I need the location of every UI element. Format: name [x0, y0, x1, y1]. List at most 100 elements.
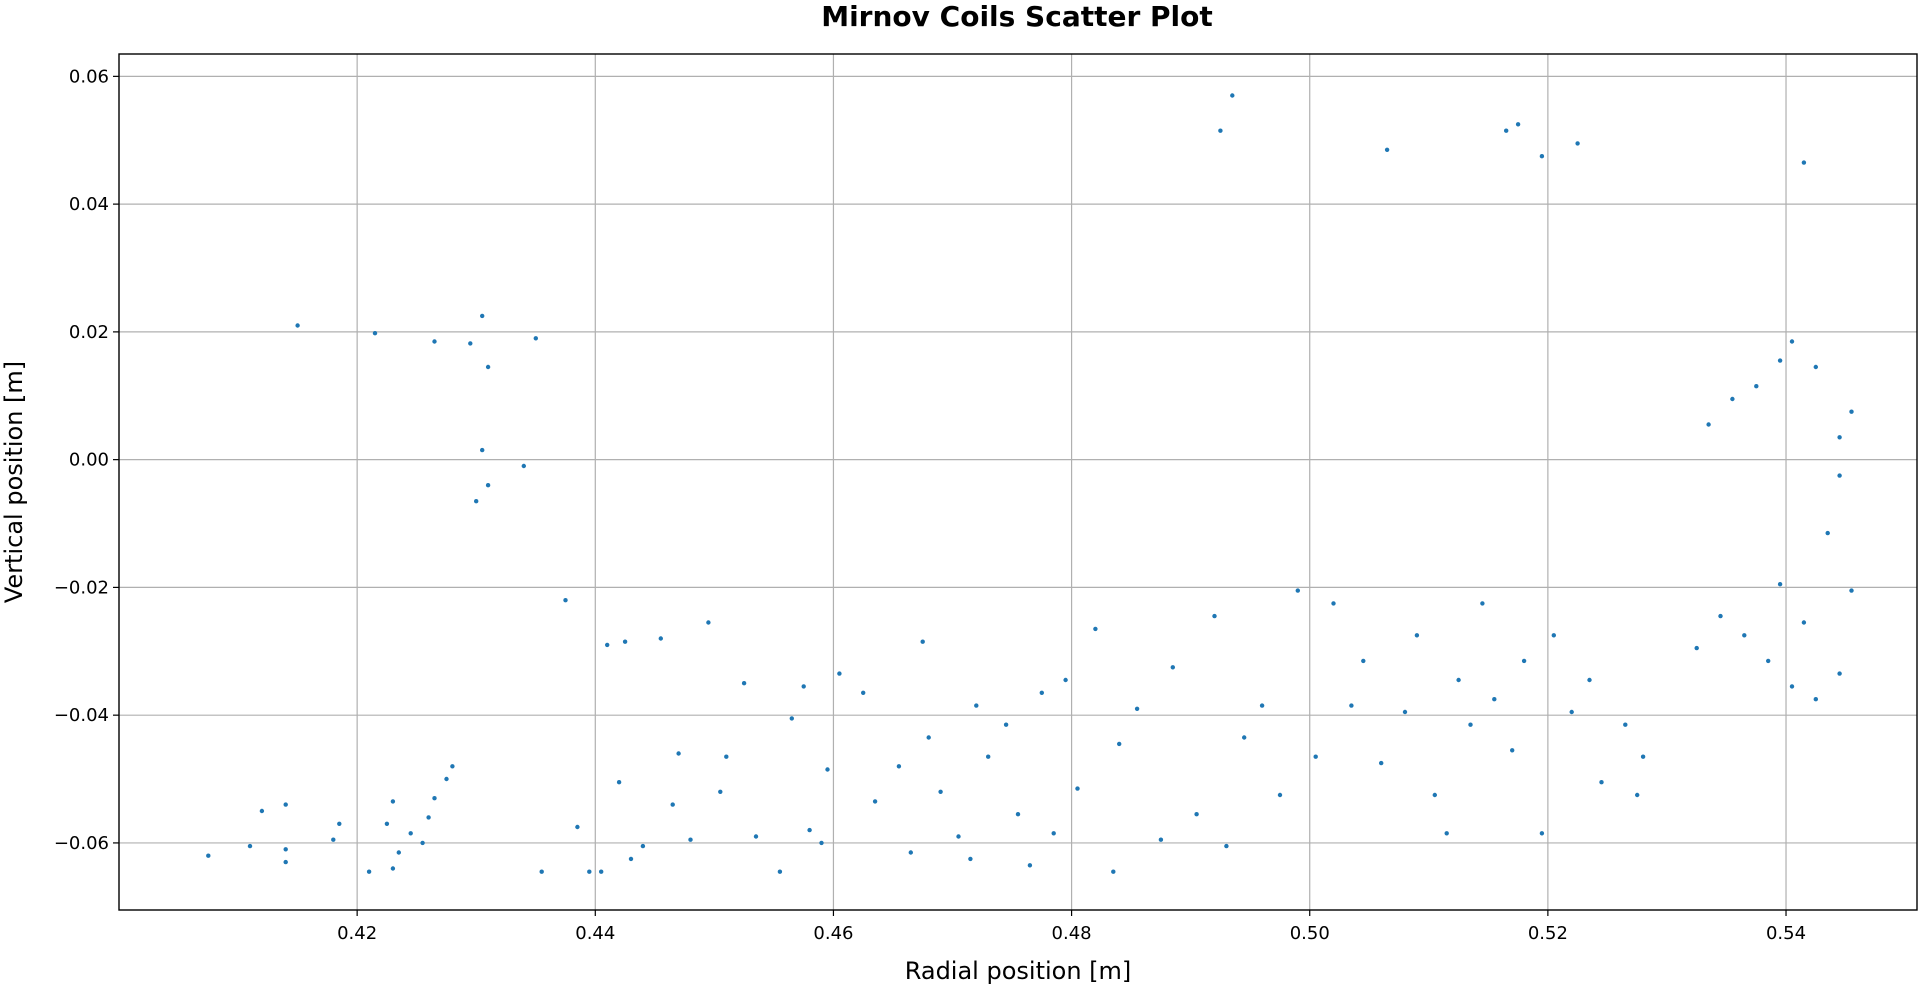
scatter-point — [283, 847, 288, 852]
x-axis-label: Radial position [m] — [905, 957, 1132, 985]
scatter-point — [1635, 792, 1640, 798]
scatter-point — [283, 859, 288, 865]
scatter-point — [1504, 128, 1509, 133]
scatter-point — [1742, 633, 1747, 638]
scatter-point — [1766, 658, 1771, 664]
scatter-point — [926, 735, 931, 740]
scatter-point — [1224, 843, 1229, 849]
grid — [119, 54, 1917, 910]
scatter-point — [819, 840, 824, 846]
scatter-point — [1402, 709, 1408, 715]
scatter-point — [1539, 831, 1545, 836]
x-tick-label: 0.48 — [1052, 923, 1092, 944]
scatter-point — [628, 856, 634, 862]
scatter-point — [825, 767, 830, 772]
scatter-point — [575, 824, 580, 830]
scatter-point — [1825, 530, 1830, 536]
scatter-point — [539, 869, 544, 874]
scatter-point — [807, 827, 812, 833]
x-tick-label: 0.50 — [1290, 923, 1330, 944]
scatter-point — [521, 463, 526, 469]
scatter-point — [1414, 633, 1420, 638]
y-tick-label: −0.06 — [54, 833, 109, 854]
scatter-point — [485, 364, 491, 370]
scatter-point — [420, 840, 425, 846]
data-points — [206, 93, 1854, 874]
scatter-point — [480, 313, 485, 319]
chart-title: Mirnov Coils Scatter Plot — [821, 0, 1213, 33]
scatter-point — [337, 821, 342, 826]
scatter-point — [295, 323, 300, 328]
scatter-point — [741, 681, 747, 686]
scatter-point — [1706, 422, 1711, 427]
scatter-point — [777, 869, 783, 874]
scatter-point — [1813, 364, 1819, 370]
scatter-point — [1075, 786, 1080, 791]
scatter-point — [1242, 735, 1247, 740]
scatter-point — [1259, 703, 1265, 708]
scatter-point — [1492, 697, 1497, 702]
scatter-point — [968, 856, 973, 862]
scatter-point — [1801, 160, 1807, 165]
scatter-point — [587, 869, 592, 874]
scatter-point — [616, 780, 622, 785]
scatter-point — [1730, 396, 1735, 402]
scatter-point — [1432, 792, 1438, 798]
scatter-point — [468, 341, 473, 346]
scatter-point — [861, 690, 866, 695]
scatter-point — [390, 799, 396, 804]
scatter-point — [658, 636, 663, 641]
scatter-point — [1349, 703, 1354, 708]
y-axis-label: Vertical position [m] — [0, 361, 28, 603]
axes: 0.42 0.44 0.46 0.48 0.50 0.52 0.54 −0.06 −0.04 −0… — [54, 66, 1806, 944]
scatter-point — [676, 751, 681, 756]
scatter-point — [366, 869, 372, 874]
x-tick-label: 0.44 — [575, 923, 615, 944]
scatter-point — [1551, 633, 1557, 638]
y-tick-label: 0.04 — [69, 194, 109, 215]
scatter-point — [1777, 358, 1783, 363]
y-tick-label: 0.00 — [69, 450, 109, 471]
scatter-point — [1158, 837, 1164, 842]
scatter-point — [1640, 754, 1646, 759]
scatter-point — [259, 808, 265, 814]
scatter-point — [640, 843, 646, 849]
scatter-point — [247, 843, 253, 849]
scatter-point — [1027, 863, 1033, 868]
scatter-point — [563, 598, 568, 603]
scatter-point — [480, 447, 485, 453]
scatter-point — [920, 639, 925, 644]
scatter-point — [599, 869, 604, 874]
scatter-point — [1789, 339, 1795, 344]
scatter-point — [1569, 709, 1574, 715]
scatter-point — [622, 639, 628, 644]
scatter-point — [1480, 601, 1485, 606]
scatter-point — [1277, 792, 1283, 798]
scatter-point — [872, 799, 878, 804]
scatter-point — [1813, 697, 1819, 702]
scatter-point — [1015, 812, 1021, 817]
scatter-point — [1837, 671, 1842, 676]
y-tick-label: 0.06 — [69, 66, 109, 87]
scatter-point — [1456, 677, 1461, 683]
scatter-point — [396, 850, 401, 855]
scatter-point — [1212, 613, 1217, 619]
scatter-point — [1623, 722, 1628, 727]
scatter-point — [432, 796, 437, 801]
scatter-point — [1801, 620, 1807, 625]
scatter-point — [1849, 588, 1854, 593]
scatter-point — [1361, 658, 1366, 664]
scatter-point — [706, 620, 711, 625]
scatter-point — [408, 831, 413, 836]
scatter-point — [986, 754, 991, 759]
scatter-point — [670, 802, 675, 807]
scatter-point — [1218, 128, 1223, 133]
scatter-point — [974, 703, 979, 708]
scatter-point — [432, 339, 437, 344]
scatter-point — [1170, 665, 1176, 670]
scatter-point — [789, 716, 794, 721]
y-tick-label: −0.02 — [54, 577, 109, 598]
scatter-point — [372, 331, 378, 336]
scatter-point — [390, 866, 396, 871]
scatter-point — [1599, 780, 1604, 785]
